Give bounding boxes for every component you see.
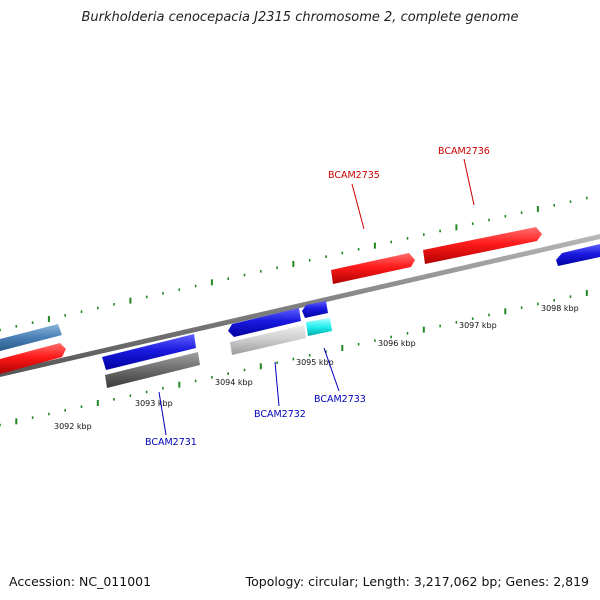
genome-summary-text: Topology: circular; Length: 3,217,062 bp… [245, 574, 589, 589]
gene-feature-bcam2732-light[interactable] [230, 325, 306, 355]
leader-bcam2731 [158, 391, 167, 436]
gene-feature[interactable] [302, 301, 328, 318]
scale-label-3092: 3092 kbp [54, 422, 92, 431]
map-title: Burkholderia cenocepacia J2315 chromosom… [81, 10, 519, 25]
scale-label-3095: 3095 kbp [296, 358, 334, 367]
gene-label-bcam2735[interactable]: BCAM2735 [328, 170, 380, 181]
gene-label-bcam2733[interactable]: BCAM2733 [314, 394, 366, 405]
leader-bcam2733 [323, 347, 340, 392]
leader-bcam2736 [463, 158, 475, 206]
gene-feature-bcam2731[interactable] [105, 352, 200, 388]
leader-bcam2735 [351, 183, 365, 230]
gene-feature[interactable] [102, 334, 196, 370]
gene-feature[interactable] [0, 324, 62, 351]
gene-feature-bcam2732[interactable] [228, 308, 301, 337]
scale-label-3097: 3097 kbp [459, 321, 497, 330]
gene-feature[interactable] [556, 244, 600, 266]
accession-text: Accession: NC_011001 [9, 574, 152, 589]
gene-feature-bcam2733[interactable] [306, 318, 332, 336]
tick-row-outer [0, 196, 588, 332]
tick-row-inner [0, 289, 588, 427]
gene-label-bcam2736[interactable]: BCAM2736 [438, 146, 490, 157]
gene-label-bcam2732[interactable]: BCAM2732 [254, 409, 306, 420]
scale-label-3098: 3098 kbp [541, 304, 579, 313]
gene-feature[interactable] [0, 343, 66, 374]
gene-feature-bcam2735[interactable] [331, 253, 415, 284]
scale-label-3096: 3096 kbp [378, 339, 416, 348]
scale-label-3093: 3093 kbp [135, 399, 173, 408]
gene-label-bcam2731[interactable]: BCAM2731 [145, 437, 197, 448]
leader-bcam2732 [274, 361, 280, 407]
gene-feature-bcam2736[interactable] [423, 227, 542, 264]
scale-label-3094: 3094 kbp [215, 378, 253, 387]
genome-backbone [0, 234, 600, 377]
